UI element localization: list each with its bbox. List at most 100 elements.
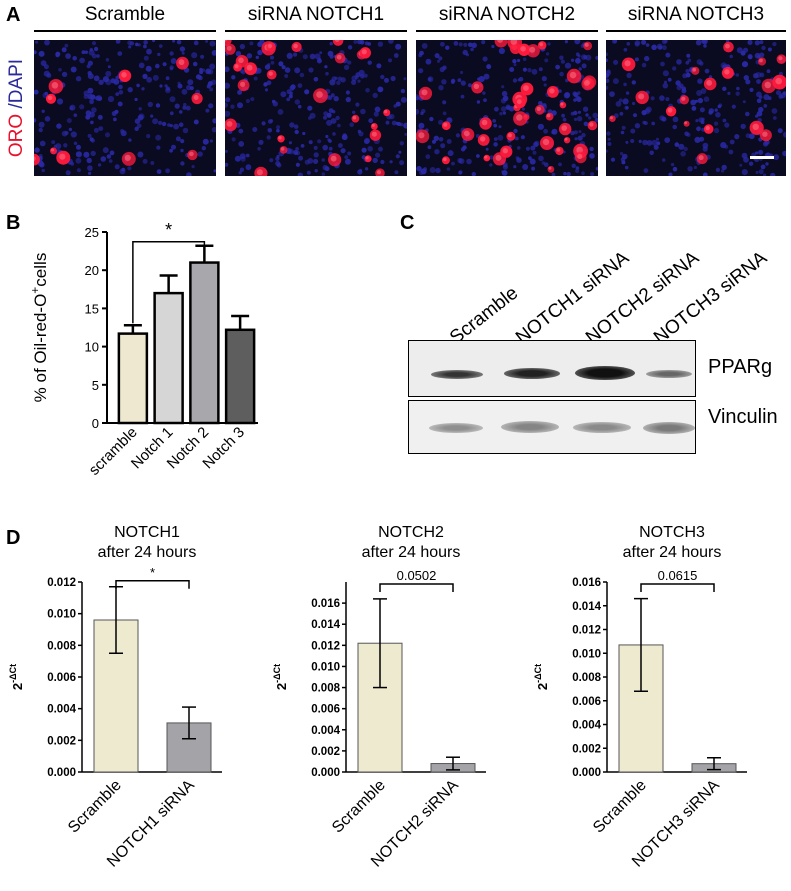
dapi-nucleus [560,59,565,64]
western-blot-vinculin [408,400,696,454]
dapi-nucleus [235,51,242,57]
dapi-nucleus [253,76,258,81]
dapi-nucleus [380,74,385,80]
dapi-nucleus [782,150,786,157]
dapi-nucleus [630,128,636,134]
dapi-nucleus [294,67,301,74]
dapi-nucleus [117,51,123,56]
oro-droplet [546,113,551,118]
dapi-nucleus [272,101,278,107]
y-tick-label: 0.006 [47,672,76,684]
dapi-nucleus [595,55,598,60]
dapi-nucleus [686,53,691,58]
dapi-nucleus [517,78,521,82]
dapi-nucleus [231,75,236,80]
y-axis-label: % of Oil-red-O+cells [28,253,50,403]
dapi-nucleus [516,157,522,163]
dapi-nucleus [263,82,268,87]
column-underline [606,30,786,32]
micrograph-scramble [34,40,216,176]
dapi-nucleus [445,45,450,50]
dapi-nucleus [632,113,638,118]
dapi-nucleus [663,40,668,44]
dapi-nucleus [158,120,163,125]
dapi-nucleus [91,41,97,46]
dapi-nucleus [177,81,181,85]
dapi-nucleus [65,170,71,176]
dapi-nucleus [529,158,536,165]
dapi-nucleus [625,140,629,144]
oro-droplet [584,42,589,47]
dapi-nucleus [34,89,39,95]
dapi-nucleus [98,79,104,85]
dapi-nucleus [174,103,180,109]
dapi-nucleus [486,64,492,70]
dapi-nucleus [482,56,488,62]
dapi-nucleus [95,95,103,102]
bar [189,261,220,425]
dapi-nucleus [395,43,402,50]
column-underline [34,30,216,32]
dapi-nucleus [683,146,688,152]
dapi-nucleus [558,162,562,167]
dapi-nucleus [286,52,293,59]
dapi-nucleus [209,87,214,92]
dapi-nucleus [360,108,366,115]
dapi-nucleus [575,166,580,170]
dapi-nucleus [249,41,254,46]
dapi-nucleus [702,172,708,176]
dapi-nucleus [606,70,611,76]
dapi-nucleus [169,96,176,103]
dapi-nucleus [522,57,527,61]
column-header-scramble: Scramble [84,4,166,25]
dapi-nucleus [180,139,185,144]
dapi-nucleus [571,163,576,168]
oro-droplet [226,45,232,51]
dapi-nucleus [483,73,490,80]
dapi-nucleus [656,43,663,50]
lane-labels: Scramble NOTCH1 siRNA NOTCH2 siRNA NOTCH… [408,190,791,349]
dapi-nucleus [238,141,245,147]
dapi-nucleus [186,85,192,91]
oro-droplet [684,121,687,125]
dapi-nucleus [181,88,188,95]
dapi-nucleus [332,110,336,114]
dapi-nucleus [308,116,312,120]
oro-droplet [683,120,690,127]
dapi-nucleus [199,67,203,72]
dapi-nucleus [696,90,703,96]
oro-droplet [495,154,502,161]
oro-droplet [560,102,564,106]
dapi-nucleus [177,83,183,89]
dapi-nucleus [208,81,213,86]
dapi-nucleus [79,57,85,64]
dapi-nucleus [758,149,764,155]
dapi-nucleus [630,138,635,144]
dapi-nucleus [66,118,72,124]
dapi-nucleus [51,140,56,145]
dapi-nucleus [760,164,766,170]
dapi-nucleus [610,157,616,162]
dapi-nucleus [198,75,203,81]
dapi-nucleus [570,130,575,136]
dapi-nucleus [440,41,445,47]
dapi-nucleus [421,108,426,114]
dapi-nucleus [731,104,736,109]
dapi-nucleus [325,134,329,139]
dapi-nucleus [201,146,206,151]
dapi-nucleus [438,119,444,125]
dapi-nucleus [155,134,162,141]
dapi-nucleus [34,147,40,153]
oro-droplet [267,43,273,49]
oro-droplet [124,154,131,161]
dapi-nucleus [284,74,289,78]
oro-droplet [330,155,337,162]
dapi-nucleus [162,62,167,67]
dapi-nucleus [34,50,37,55]
oro-droplet [561,125,567,131]
column-header-notch2: siRNA NOTCH2 [438,4,576,25]
dapi-nucleus [138,107,142,111]
x-tick-label: Scramble [65,777,125,837]
dapi-nucleus [225,102,228,108]
y-tick-label: 0.010 [572,648,601,660]
